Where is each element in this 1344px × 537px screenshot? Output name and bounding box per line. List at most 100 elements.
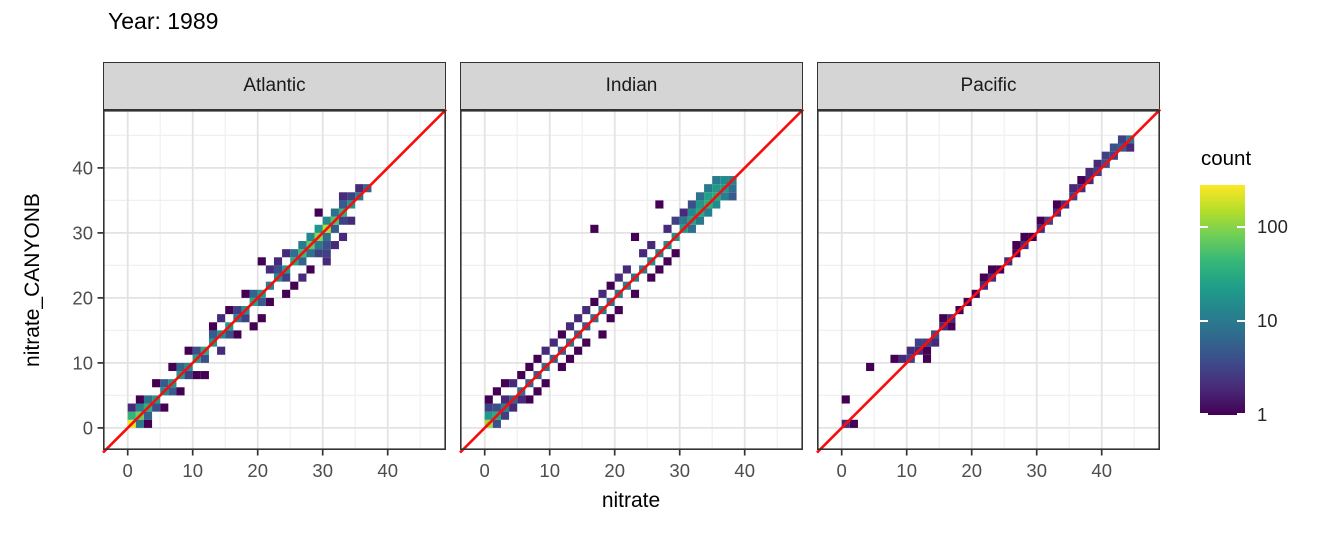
count-bin (565, 354, 575, 363)
y-tick-label: 30 (72, 222, 93, 243)
count-bin (135, 419, 144, 428)
panel-atlantic: 0 10 20 30 40 (102, 108, 448, 481)
count-bin (257, 314, 266, 323)
count-bin (306, 232, 315, 242)
legend-tick-label: 1 (1257, 404, 1268, 425)
x-tick-label: 10 (896, 460, 917, 481)
count-bin (1109, 143, 1118, 152)
count-bin (849, 419, 858, 428)
count-bin (655, 200, 664, 209)
count-bin (168, 387, 177, 396)
count-bin (314, 241, 323, 250)
count-bin (330, 208, 339, 217)
y-tick-label: 0 (83, 417, 93, 438)
count-bin (704, 184, 713, 193)
count-bin (647, 273, 656, 282)
count-bin (152, 379, 161, 388)
count-bin (695, 192, 705, 201)
count-bin (347, 192, 356, 201)
count-bin (127, 403, 136, 412)
count-bin (679, 208, 688, 217)
count-bin (574, 314, 583, 323)
count-bin (590, 224, 599, 233)
legend-tick-mark (1200, 226, 1208, 229)
count-bin (890, 354, 899, 363)
plot-title: Year: 1989 (108, 8, 219, 34)
y-tick-label: 40 (72, 157, 93, 178)
count-bin (598, 289, 607, 298)
x-tick-label: 30 (1026, 460, 1047, 481)
count-bin (330, 241, 339, 250)
count-bin (1012, 241, 1021, 250)
count-bin (614, 306, 623, 315)
count-bin (241, 289, 250, 298)
x-tick-label: 0 (123, 460, 133, 481)
panel-border (103, 110, 446, 450)
count-bin (200, 371, 209, 380)
count-bin (241, 314, 250, 323)
count-bin (639, 249, 648, 258)
count-bin (500, 411, 510, 420)
facet-strip-label: Atlantic (243, 75, 306, 96)
count-bin (606, 314, 615, 323)
count-bin (484, 403, 493, 412)
count-bin (704, 208, 713, 217)
count-bin (979, 273, 988, 282)
count-bin (898, 354, 907, 363)
count-bin (541, 346, 550, 355)
count-bin (322, 241, 331, 250)
count-bin (143, 395, 153, 404)
count-bin (484, 395, 493, 404)
count-bin (906, 346, 915, 355)
count-bin (1085, 167, 1094, 177)
count-bin (841, 395, 850, 404)
count-bin (517, 395, 526, 404)
facet-strip-label: Indian (605, 75, 658, 96)
count-bin (922, 354, 932, 363)
count-bin (225, 330, 234, 339)
x-tick-label: 20 (961, 460, 982, 481)
count-bin (630, 232, 640, 242)
count-bin (525, 395, 534, 404)
count-bin (233, 330, 242, 339)
count-bin (939, 314, 948, 323)
count-bin (143, 419, 153, 428)
count-bin (338, 216, 348, 225)
count-bin (712, 200, 721, 209)
facet-strip-label: Pacific (960, 75, 1017, 96)
count-bin (671, 249, 680, 258)
count-bin (135, 403, 144, 412)
count-bin (720, 192, 729, 201)
count-bin (484, 411, 493, 420)
count-bin (606, 281, 615, 290)
count-bin (500, 379, 510, 388)
count-bin (720, 176, 729, 185)
facet-strip-indian: Indian (460, 62, 803, 110)
count-bin (322, 216, 331, 225)
x-tick-label: 10 (182, 460, 203, 481)
count-bin (947, 322, 956, 331)
count-bin (541, 379, 550, 388)
y-tick-label: 20 (72, 287, 93, 308)
legend-colorbar (1200, 185, 1245, 415)
count-bin (704, 192, 713, 201)
count-bin (184, 371, 193, 380)
panel-border (817, 110, 1160, 450)
count-bin (217, 314, 226, 323)
count-bin (322, 249, 331, 258)
count-bin (922, 346, 932, 355)
count-bin (298, 241, 307, 250)
count-bin (557, 362, 566, 372)
legend: count 100 10 1 (1200, 147, 1330, 425)
count-bin (525, 362, 534, 372)
count-bin (355, 184, 364, 193)
count-bin (712, 184, 721, 193)
count-bin (265, 265, 274, 274)
count-bin (679, 216, 688, 225)
count-bin (314, 208, 323, 217)
count-bin (509, 403, 518, 412)
count-bin (273, 257, 283, 266)
count-bin (160, 403, 169, 412)
count-bin (257, 297, 266, 307)
